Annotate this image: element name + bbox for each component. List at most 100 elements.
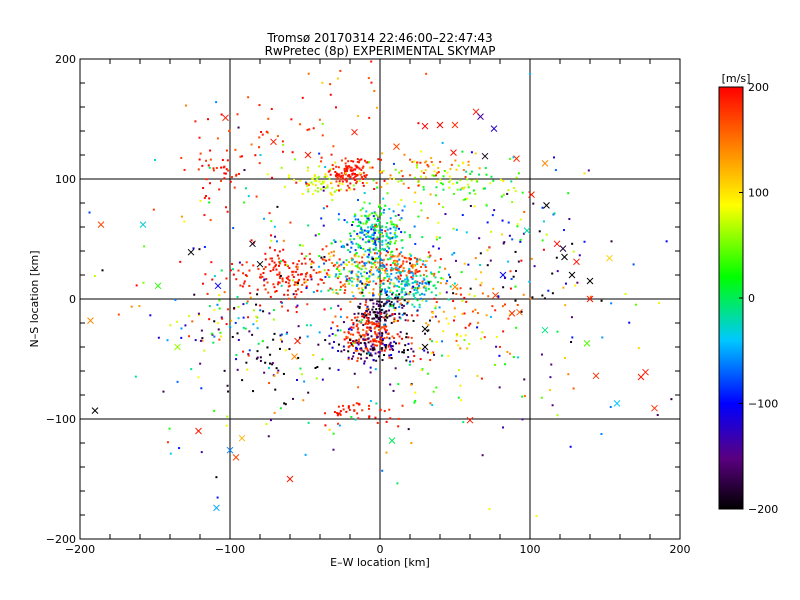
data-point — [343, 267, 346, 270]
data-point — [397, 295, 400, 298]
data-point — [317, 190, 320, 193]
data-point — [374, 259, 377, 262]
data-point — [541, 239, 544, 242]
data-point — [287, 282, 290, 285]
data-point — [367, 214, 370, 217]
data-point — [373, 340, 376, 343]
data-point — [589, 295, 592, 298]
data-point — [199, 152, 202, 155]
data-point — [339, 175, 342, 178]
data-point — [381, 235, 384, 238]
data-point — [452, 300, 455, 303]
data-point — [350, 342, 353, 345]
data-point — [357, 276, 360, 279]
data-point — [212, 169, 215, 172]
data-point — [510, 180, 513, 183]
data-point — [514, 299, 517, 302]
data-point — [439, 178, 442, 181]
data-point — [284, 349, 287, 352]
data-point — [511, 201, 514, 204]
data-point — [337, 422, 340, 425]
data-point — [385, 420, 388, 423]
data-point — [480, 377, 483, 380]
data-point — [202, 187, 205, 190]
data-point — [398, 342, 401, 345]
data-point — [414, 286, 417, 289]
cross-marker — [87, 317, 94, 324]
data-point — [360, 335, 363, 338]
data-point — [569, 445, 572, 448]
data-point — [178, 447, 181, 450]
data-point — [352, 323, 355, 326]
data-point — [270, 239, 273, 242]
data-point — [552, 213, 555, 216]
data-point — [361, 291, 364, 294]
data-point — [320, 188, 323, 191]
data-point — [237, 172, 240, 175]
data-point — [353, 172, 356, 175]
data-point — [520, 259, 523, 262]
data-point — [382, 282, 385, 285]
data-point — [417, 122, 420, 125]
data-point — [184, 104, 187, 107]
data-point — [360, 176, 363, 179]
data-point — [400, 271, 403, 274]
data-point — [385, 293, 388, 296]
data-point — [331, 346, 334, 349]
data-point — [394, 168, 397, 171]
data-point — [406, 284, 409, 287]
data-point — [286, 264, 289, 267]
data-point — [262, 268, 265, 271]
data-point — [355, 174, 358, 177]
data-point — [350, 343, 353, 346]
data-point — [232, 227, 235, 230]
data-point — [512, 156, 515, 159]
data-point — [329, 83, 332, 86]
data-point — [339, 315, 342, 318]
data-point — [350, 241, 353, 244]
data-point — [239, 155, 242, 158]
data-point — [519, 240, 522, 243]
data-point — [356, 160, 359, 163]
data-point — [434, 287, 437, 290]
data-point — [397, 269, 400, 272]
data-point — [285, 277, 288, 280]
data-point — [551, 272, 554, 275]
data-point — [567, 373, 570, 376]
data-point — [427, 251, 430, 254]
data-point — [343, 349, 346, 352]
data-point — [364, 347, 367, 350]
data-point — [403, 270, 406, 273]
data-point — [538, 230, 541, 233]
data-point — [351, 258, 354, 261]
data-point — [363, 262, 366, 265]
data-point — [403, 205, 406, 208]
data-point — [418, 347, 421, 350]
data-point — [184, 324, 187, 327]
data-point — [362, 171, 365, 174]
data-point — [491, 214, 494, 217]
data-point — [446, 171, 449, 174]
data-point — [610, 240, 613, 243]
data-point — [414, 297, 417, 300]
data-point — [494, 363, 497, 366]
cross-marker — [421, 343, 429, 351]
data-point — [429, 338, 432, 341]
data-point — [314, 189, 317, 192]
data-point — [431, 311, 434, 314]
data-point — [278, 262, 281, 265]
data-point — [382, 279, 385, 282]
data-point — [328, 258, 331, 261]
data-point — [435, 294, 438, 297]
data-point — [337, 343, 340, 346]
data-point — [378, 205, 381, 208]
data-point — [366, 326, 369, 329]
data-point — [377, 355, 380, 358]
data-point — [301, 192, 304, 195]
data-point — [360, 268, 363, 271]
data-point — [398, 277, 401, 280]
data-point — [380, 232, 383, 235]
data-point — [328, 428, 331, 431]
data-point — [347, 405, 350, 408]
cross-marker — [291, 353, 298, 360]
